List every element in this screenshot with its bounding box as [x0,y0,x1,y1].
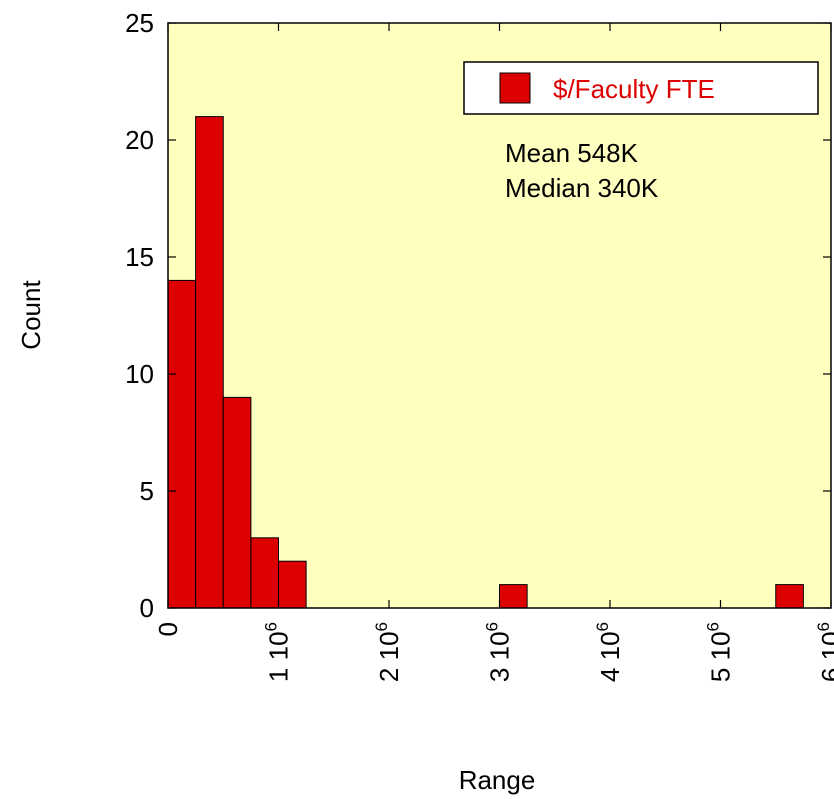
histogram-bar [278,560,307,609]
y-axis-title: Count [16,280,46,350]
x-tick-label: 4 106 [593,622,625,682]
histogram-bar [250,537,279,609]
plot-area [168,23,831,608]
histogram-bar [195,116,224,609]
histogram-bar [775,584,804,609]
x-tick-label: 0 [153,622,183,636]
x-axis-title: Range [459,765,536,795]
y-tick-label: 20 [125,125,154,155]
y-tick-label: 0 [140,593,154,623]
mean-annotation: Mean 548K [505,138,639,168]
histogram-bar [222,396,252,609]
x-tick-label: 5 106 [704,622,736,682]
y-tick-label: 5 [140,476,154,506]
y-tick-label: 10 [125,359,154,389]
histogram-bar [167,279,197,609]
bars-group [167,116,804,609]
histogram-bar [499,584,528,609]
legend-label: $/Faculty FTE [553,74,715,104]
median-annotation: Median 340K [505,173,659,203]
x-tick-label: 3 106 [483,622,515,682]
y-tick-label: 15 [125,242,154,272]
x-tick-label: 6 106 [814,622,834,682]
x-tick-label: 1 106 [262,622,294,682]
legend: $/Faculty FTE [463,61,819,115]
x-axis-ticks: 0 1 106 2 106 3 106 4 106 5 106 6 106 [153,23,834,682]
x-tick-label: 2 106 [372,622,404,682]
legend-swatch [499,72,531,104]
y-tick-label: 25 [125,8,154,38]
y-axis-ticks: 0 5 10 15 20 25 [125,8,831,623]
plot-frame [167,22,832,609]
